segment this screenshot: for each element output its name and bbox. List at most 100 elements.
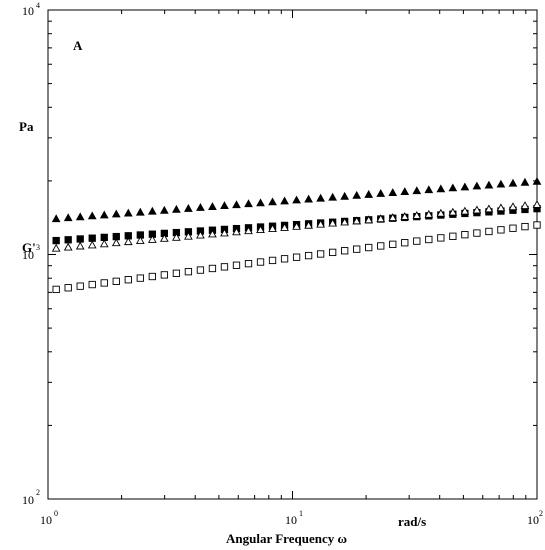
svg-text:3: 3 xyxy=(36,243,40,252)
data-point xyxy=(436,184,446,193)
data-point xyxy=(448,207,458,216)
data-point xyxy=(496,179,506,188)
data-point xyxy=(51,243,61,252)
data-point xyxy=(208,229,217,238)
data-point xyxy=(341,247,349,255)
data-point xyxy=(135,207,145,216)
plot-frame xyxy=(47,9,538,500)
data-point xyxy=(497,226,505,234)
data-point xyxy=(256,258,265,266)
data-point xyxy=(123,237,133,246)
data-point xyxy=(52,236,60,245)
data-point xyxy=(88,280,96,289)
data-point xyxy=(460,182,470,191)
data-point xyxy=(533,221,541,229)
data-point xyxy=(437,234,445,242)
data-point xyxy=(365,243,373,252)
x-tick-label-0: 10 0 xyxy=(40,509,58,527)
data-point xyxy=(232,227,241,236)
data-point xyxy=(280,223,289,231)
data-point xyxy=(111,238,121,247)
data-point xyxy=(352,190,362,199)
data-point xyxy=(532,200,542,208)
data-point xyxy=(184,203,193,212)
data-point xyxy=(99,239,109,248)
data-point xyxy=(304,220,313,229)
svg-text:10: 10 xyxy=(22,493,34,507)
data-point xyxy=(76,235,84,243)
data-point xyxy=(496,203,506,212)
data-point xyxy=(75,241,85,250)
data-point xyxy=(328,248,337,257)
data-point xyxy=(232,200,241,209)
data-point xyxy=(460,206,470,215)
data-point xyxy=(159,205,169,214)
series-filled-triangle xyxy=(51,176,542,223)
data-point xyxy=(256,198,265,207)
data-point xyxy=(76,282,84,290)
svg-text:2: 2 xyxy=(36,488,40,497)
data-point xyxy=(196,230,205,239)
data-point xyxy=(400,212,410,220)
y-axis-name-label: G' xyxy=(22,240,36,255)
data-point xyxy=(75,212,85,221)
data-point xyxy=(196,266,205,274)
data-point xyxy=(232,261,241,269)
data-point xyxy=(220,263,229,271)
data-point xyxy=(147,206,157,215)
data-point xyxy=(292,253,301,261)
data-point xyxy=(51,214,61,223)
data-point xyxy=(352,216,362,225)
data-point xyxy=(449,232,457,240)
data-point xyxy=(473,229,481,237)
data-point xyxy=(520,201,530,210)
data-point xyxy=(484,180,494,189)
data-point xyxy=(52,285,60,294)
data-point xyxy=(63,242,73,251)
data-point xyxy=(280,255,289,263)
data-point xyxy=(376,189,386,197)
data-point xyxy=(244,259,253,268)
data-point xyxy=(64,284,72,292)
data-point xyxy=(376,214,386,223)
data-point xyxy=(364,189,374,198)
minor-ticks xyxy=(47,9,538,500)
data-point xyxy=(509,224,517,232)
data-point xyxy=(532,176,542,185)
data-point xyxy=(340,217,350,226)
data-point xyxy=(508,178,518,187)
data-point xyxy=(448,183,458,192)
data-point xyxy=(316,193,325,202)
data-point xyxy=(401,239,409,247)
data-point xyxy=(184,268,193,276)
data-point xyxy=(304,194,313,203)
data-point xyxy=(316,250,325,258)
data-point xyxy=(328,192,338,201)
data-point xyxy=(292,195,301,204)
y-tick-label-1: 10 3 xyxy=(22,243,40,262)
svg-text:10: 10 xyxy=(22,248,34,262)
data-point xyxy=(424,185,434,194)
data-point xyxy=(425,235,433,244)
data-point xyxy=(485,227,493,236)
data-point xyxy=(87,211,97,220)
data-point xyxy=(316,219,325,228)
data-point xyxy=(280,196,289,205)
series-layer xyxy=(51,176,542,294)
data-point xyxy=(521,222,529,231)
data-point xyxy=(112,277,120,285)
data-point xyxy=(353,245,361,253)
x-axis-unit-label: rad/s xyxy=(398,514,426,529)
data-point xyxy=(64,236,72,244)
data-point xyxy=(208,264,217,273)
series-open-square xyxy=(52,221,541,294)
data-point xyxy=(220,201,229,210)
svg-text:10: 10 xyxy=(22,4,34,18)
data-point xyxy=(256,225,265,234)
data-point xyxy=(412,210,422,219)
data-point xyxy=(461,231,469,239)
data-point xyxy=(436,208,446,217)
data-point xyxy=(184,231,193,240)
data-point xyxy=(87,240,97,249)
